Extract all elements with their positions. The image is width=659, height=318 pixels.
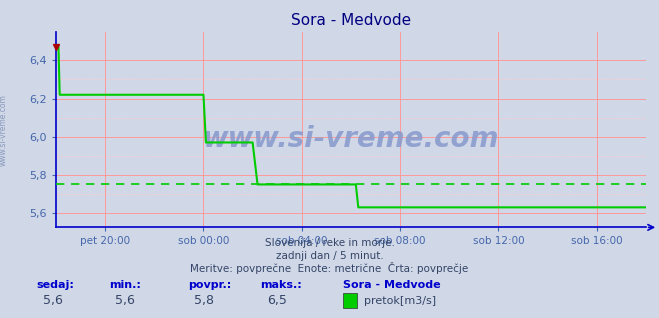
Text: Sora - Medvode: Sora - Medvode xyxy=(343,280,440,290)
Text: zadnji dan / 5 minut.: zadnji dan / 5 minut. xyxy=(275,251,384,261)
Text: povpr.:: povpr.: xyxy=(188,280,231,290)
Text: 5,6: 5,6 xyxy=(115,294,135,307)
Text: pretok[m3/s]: pretok[m3/s] xyxy=(364,296,436,306)
Text: 5,6: 5,6 xyxy=(43,294,63,307)
Text: Slovenija / reke in morje.: Slovenija / reke in morje. xyxy=(264,238,395,248)
Text: min.:: min.: xyxy=(109,280,140,290)
Text: 5,8: 5,8 xyxy=(194,294,214,307)
Text: sedaj:: sedaj: xyxy=(36,280,74,290)
Text: www.si-vreme.com: www.si-vreme.com xyxy=(0,93,7,166)
Title: Sora - Medvode: Sora - Medvode xyxy=(291,13,411,28)
Text: Meritve: povprečne  Enote: metrične  Črta: povprečje: Meritve: povprečne Enote: metrične Črta:… xyxy=(190,262,469,274)
Text: www.si-vreme.com: www.si-vreme.com xyxy=(203,125,499,153)
Text: maks.:: maks.: xyxy=(260,280,302,290)
Text: 6,5: 6,5 xyxy=(267,294,287,307)
